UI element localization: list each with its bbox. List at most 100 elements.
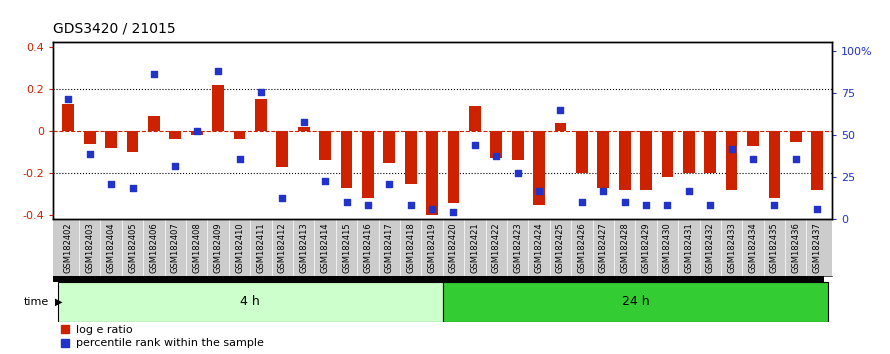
Text: GSM182437: GSM182437 bbox=[813, 222, 821, 273]
Text: GSM182404: GSM182404 bbox=[107, 222, 116, 273]
Point bbox=[746, 156, 760, 162]
Text: GSM182425: GSM182425 bbox=[556, 222, 565, 273]
Text: GSM182402: GSM182402 bbox=[64, 222, 73, 273]
Bar bbox=[362, 131, 374, 198]
Bar bbox=[426, 131, 438, 215]
Text: 24 h: 24 h bbox=[621, 295, 649, 308]
Point bbox=[660, 202, 675, 208]
Bar bbox=[405, 131, 417, 184]
Bar bbox=[53, 276, 823, 282]
Bar bbox=[443, 282, 828, 322]
Point bbox=[810, 206, 824, 212]
Point bbox=[447, 210, 461, 215]
Text: GSM182414: GSM182414 bbox=[320, 222, 329, 273]
Text: GSM182426: GSM182426 bbox=[578, 222, 587, 273]
Bar bbox=[597, 131, 609, 188]
Text: GSM182436: GSM182436 bbox=[791, 222, 800, 273]
Bar bbox=[619, 131, 630, 190]
Text: GSM182406: GSM182406 bbox=[150, 222, 158, 273]
Text: GSM182434: GSM182434 bbox=[748, 222, 757, 273]
Point bbox=[168, 164, 182, 169]
Point bbox=[767, 202, 781, 208]
Bar bbox=[384, 131, 395, 162]
Text: GSM182419: GSM182419 bbox=[427, 222, 437, 273]
Point bbox=[232, 156, 247, 162]
Text: GSM182431: GSM182431 bbox=[684, 222, 693, 273]
Bar bbox=[190, 131, 203, 135]
Point bbox=[275, 195, 289, 201]
Point bbox=[147, 72, 161, 77]
Text: ▶: ▶ bbox=[55, 297, 62, 307]
Text: GSM182413: GSM182413 bbox=[299, 222, 308, 273]
Bar bbox=[277, 131, 288, 167]
Point bbox=[554, 107, 568, 113]
Point bbox=[532, 188, 546, 194]
Point bbox=[339, 199, 353, 205]
Text: GSM182435: GSM182435 bbox=[770, 222, 779, 273]
Text: GSM182416: GSM182416 bbox=[363, 222, 372, 273]
Bar bbox=[58, 282, 443, 322]
Point bbox=[490, 153, 504, 159]
Text: GSM182428: GSM182428 bbox=[620, 222, 629, 273]
Text: GSM182432: GSM182432 bbox=[706, 222, 715, 273]
Bar bbox=[768, 131, 781, 198]
Bar bbox=[725, 131, 738, 190]
Text: GSM182422: GSM182422 bbox=[492, 222, 501, 273]
Text: GSM182403: GSM182403 bbox=[85, 222, 94, 273]
Point bbox=[296, 119, 311, 125]
Text: GSM182418: GSM182418 bbox=[406, 222, 415, 273]
Text: GSM182407: GSM182407 bbox=[171, 222, 180, 273]
Text: GSM182421: GSM182421 bbox=[471, 222, 480, 273]
Text: GSM182415: GSM182415 bbox=[342, 222, 351, 273]
Text: GSM182410: GSM182410 bbox=[235, 222, 244, 273]
Bar bbox=[790, 131, 802, 142]
Point bbox=[618, 199, 632, 205]
Point bbox=[511, 171, 525, 176]
Text: GSM182411: GSM182411 bbox=[256, 222, 265, 273]
Bar bbox=[105, 131, 117, 148]
Point bbox=[703, 202, 717, 208]
Bar bbox=[298, 127, 310, 131]
Point bbox=[425, 206, 439, 212]
Bar bbox=[683, 131, 695, 173]
Bar bbox=[212, 85, 224, 131]
Bar bbox=[320, 131, 331, 160]
Point bbox=[125, 185, 140, 190]
Text: GSM182423: GSM182423 bbox=[514, 222, 522, 273]
Point bbox=[318, 178, 332, 183]
Bar bbox=[512, 131, 523, 160]
Point bbox=[596, 188, 611, 194]
Bar bbox=[448, 131, 459, 202]
Text: GSM182405: GSM182405 bbox=[128, 222, 137, 273]
Point bbox=[382, 181, 396, 187]
Text: GSM182412: GSM182412 bbox=[278, 222, 287, 273]
Point bbox=[360, 202, 375, 208]
Bar bbox=[661, 131, 674, 177]
Bar bbox=[490, 131, 502, 158]
Text: GSM182409: GSM182409 bbox=[214, 222, 222, 273]
Bar bbox=[234, 131, 246, 139]
Bar bbox=[148, 116, 160, 131]
Bar bbox=[341, 131, 352, 188]
Bar bbox=[126, 131, 139, 152]
Point bbox=[468, 142, 482, 148]
Text: GSM182430: GSM182430 bbox=[663, 222, 672, 273]
Bar bbox=[704, 131, 716, 173]
Bar bbox=[533, 131, 545, 205]
Bar bbox=[62, 104, 74, 131]
Point bbox=[254, 89, 268, 95]
Text: GSM182417: GSM182417 bbox=[384, 222, 393, 273]
Point bbox=[61, 96, 76, 102]
Bar bbox=[255, 99, 267, 131]
Point bbox=[639, 202, 653, 208]
Bar bbox=[554, 122, 566, 131]
Text: time: time bbox=[24, 297, 49, 307]
Point bbox=[83, 151, 97, 157]
Bar bbox=[169, 131, 182, 139]
Point bbox=[211, 68, 225, 74]
Point bbox=[575, 199, 589, 205]
Bar bbox=[469, 106, 481, 131]
Text: GDS3420 / 21015: GDS3420 / 21015 bbox=[53, 21, 176, 35]
Bar bbox=[747, 131, 759, 146]
Point bbox=[104, 181, 118, 187]
